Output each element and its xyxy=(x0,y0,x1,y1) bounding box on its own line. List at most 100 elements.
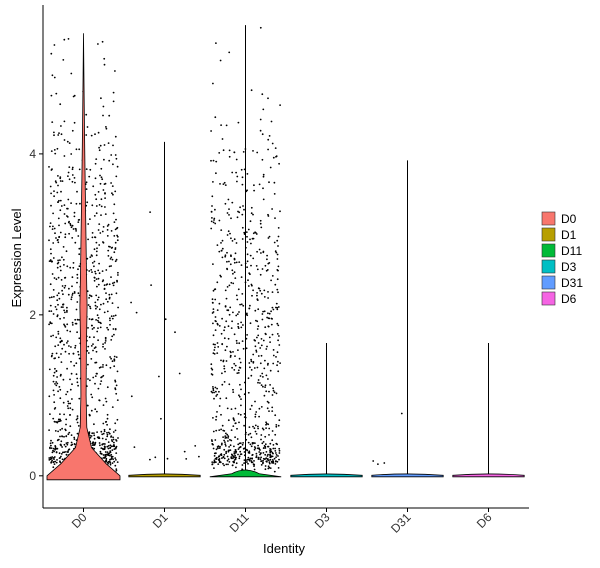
data-point xyxy=(274,147,277,150)
data-point xyxy=(267,465,270,468)
data-point xyxy=(222,183,225,186)
data-point xyxy=(252,425,254,428)
data-point xyxy=(234,449,237,451)
data-point xyxy=(211,312,214,314)
data-point xyxy=(60,373,62,376)
data-point xyxy=(116,370,119,373)
data-point xyxy=(111,449,114,451)
data-point xyxy=(218,219,221,222)
data-point xyxy=(113,444,115,447)
data-point xyxy=(66,140,69,143)
data-point xyxy=(164,318,167,321)
data-point xyxy=(51,228,54,231)
data-point xyxy=(260,252,262,254)
data-point xyxy=(250,89,253,92)
data-point xyxy=(214,457,217,460)
data-point xyxy=(60,353,62,355)
data-point xyxy=(246,461,248,463)
data-point xyxy=(55,381,58,383)
data-point xyxy=(97,269,100,272)
data-point xyxy=(57,134,60,136)
data-point xyxy=(89,434,91,437)
data-point xyxy=(243,451,246,453)
data-point xyxy=(94,441,97,444)
data-point xyxy=(94,361,97,364)
data-point xyxy=(87,345,90,348)
data-point xyxy=(60,361,63,363)
data-point xyxy=(77,353,80,356)
data-point xyxy=(71,321,74,324)
data-point xyxy=(233,369,236,371)
data-point xyxy=(214,116,217,119)
data-point xyxy=(90,393,93,396)
data-point xyxy=(65,418,68,421)
data-point xyxy=(250,212,253,215)
data-point xyxy=(76,277,79,279)
data-point xyxy=(238,394,240,397)
data-point xyxy=(266,458,269,460)
data-point xyxy=(78,253,81,256)
data-point xyxy=(100,303,102,306)
data-point xyxy=(279,104,281,106)
data-point xyxy=(49,283,52,286)
data-point xyxy=(212,308,215,310)
data-point xyxy=(223,337,226,340)
data-point xyxy=(57,184,59,187)
data-point xyxy=(57,238,59,241)
data-point xyxy=(271,142,274,145)
data-point xyxy=(258,407,261,410)
data-point xyxy=(95,319,97,321)
data-point xyxy=(260,452,262,454)
data-point xyxy=(237,210,239,213)
data-point xyxy=(249,322,252,325)
data-point xyxy=(266,455,269,457)
violin-d31 xyxy=(371,473,444,478)
data-point xyxy=(51,74,54,77)
data-point xyxy=(106,283,109,285)
data-point xyxy=(106,326,108,329)
data-point xyxy=(89,168,92,171)
data-point xyxy=(67,407,70,410)
data-point xyxy=(90,409,93,412)
data-point xyxy=(278,335,280,337)
data-point xyxy=(255,411,258,413)
data-point xyxy=(87,238,89,241)
data-point xyxy=(240,321,243,324)
data-point xyxy=(103,63,106,66)
data-point xyxy=(259,375,262,377)
data-point xyxy=(110,455,113,458)
data-point xyxy=(210,220,213,223)
data-point xyxy=(49,248,52,251)
data-point xyxy=(115,445,118,448)
data-point xyxy=(70,298,73,301)
data-point xyxy=(112,193,114,196)
data-point xyxy=(112,436,114,439)
data-point xyxy=(102,366,104,368)
data-point xyxy=(210,210,213,213)
data-point xyxy=(115,384,118,387)
data-point xyxy=(77,292,80,295)
data-point xyxy=(60,133,63,136)
data-point xyxy=(52,313,55,315)
data-point xyxy=(277,235,280,238)
data-point xyxy=(210,439,213,441)
data-point xyxy=(99,444,101,447)
data-point xyxy=(273,241,276,244)
data-point xyxy=(109,258,112,260)
data-point xyxy=(100,198,103,201)
data-point xyxy=(100,447,103,449)
data-point xyxy=(86,290,89,293)
data-point xyxy=(51,451,54,454)
data-point xyxy=(62,59,65,61)
data-point xyxy=(96,298,99,301)
data-point xyxy=(275,460,277,462)
data-point xyxy=(277,306,280,308)
data-point xyxy=(112,315,115,317)
data-point xyxy=(111,462,114,464)
data-point xyxy=(71,292,74,295)
data-point xyxy=(110,293,113,296)
data-point xyxy=(115,468,118,470)
data-point xyxy=(254,231,256,234)
data-point xyxy=(114,248,117,251)
data-point xyxy=(52,447,55,450)
